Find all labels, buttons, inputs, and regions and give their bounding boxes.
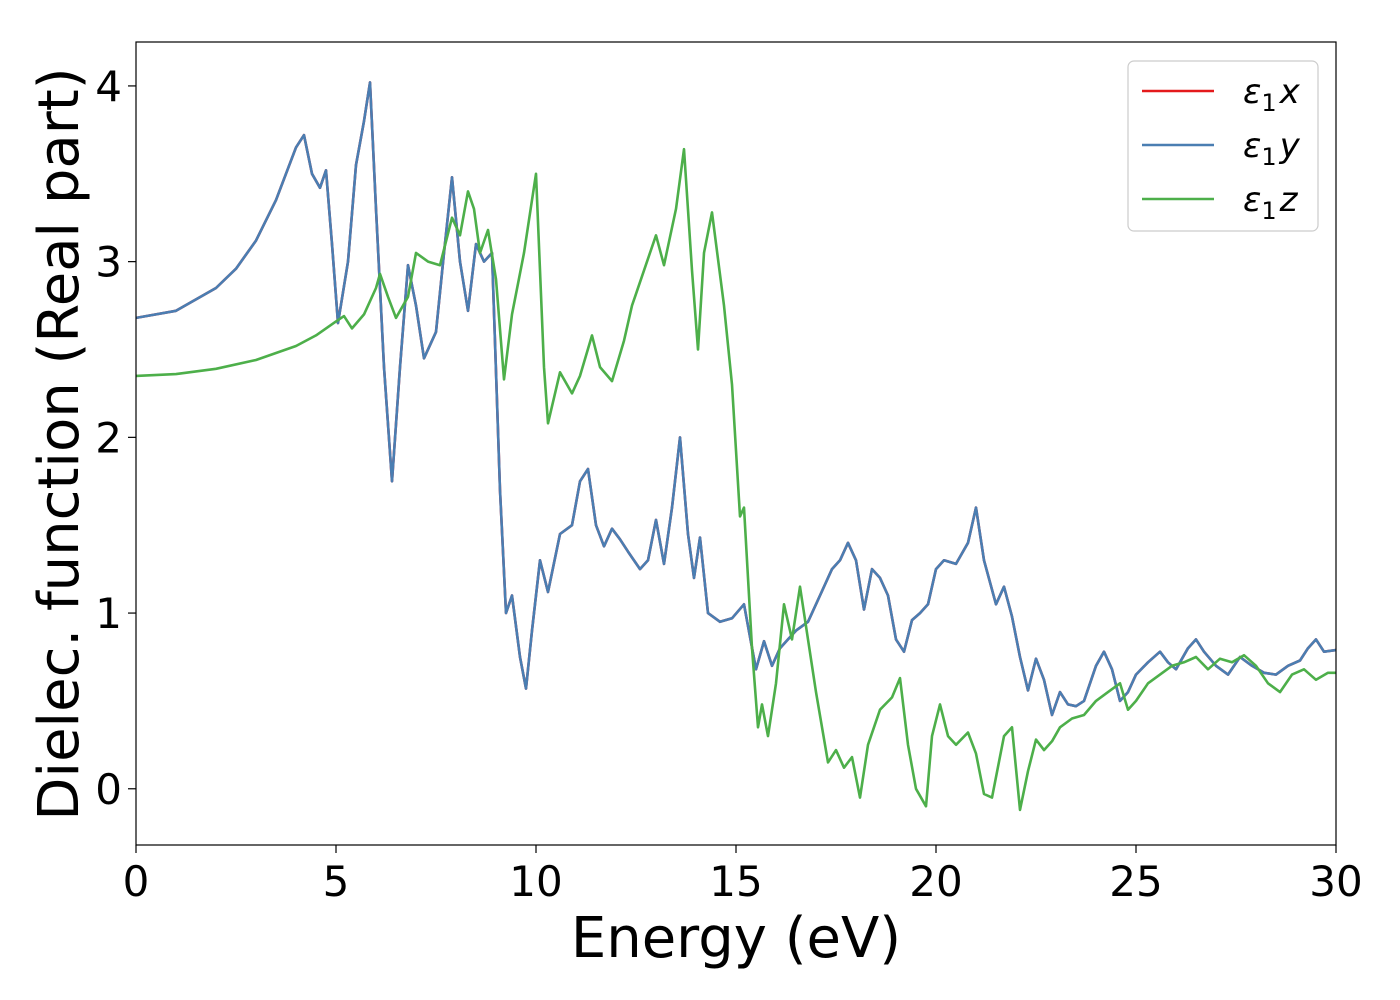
y-tick-label: 3 [95,238,122,287]
y-axis-label: Dielec. function (Real part) [27,67,92,820]
y-tick-label: 4 [95,62,122,111]
x-tick-label: 0 [123,857,150,906]
series-layer [136,81,1336,812]
legend-label-z: ε1z [1243,180,1299,225]
y-tick-label: 0 [95,765,122,814]
legend-box [1127,60,1319,232]
x-axis-label: Energy (eV) [571,906,901,971]
x-tick-label: 30 [1309,857,1362,906]
x-axis: 0 5 10 15 20 25 30 [123,845,1363,906]
x-tick-label: 10 [509,857,562,906]
series-line-y [136,81,1336,717]
x-tick-label: 15 [709,857,762,906]
series-line-z [136,147,1336,812]
y-tick-label: 1 [95,589,122,638]
x-tick-label: 5 [323,857,350,906]
x-tick-label: 25 [1109,857,1162,906]
legend-label-y: ε1y [1243,126,1301,171]
legend: ε1x ε1y ε1z [1127,60,1319,232]
x-tick-label: 20 [909,857,962,906]
legend-label-x: ε1x [1243,72,1301,117]
y-tick-label: 2 [95,413,122,462]
y-axis: 0 1 2 3 4 [95,62,136,814]
